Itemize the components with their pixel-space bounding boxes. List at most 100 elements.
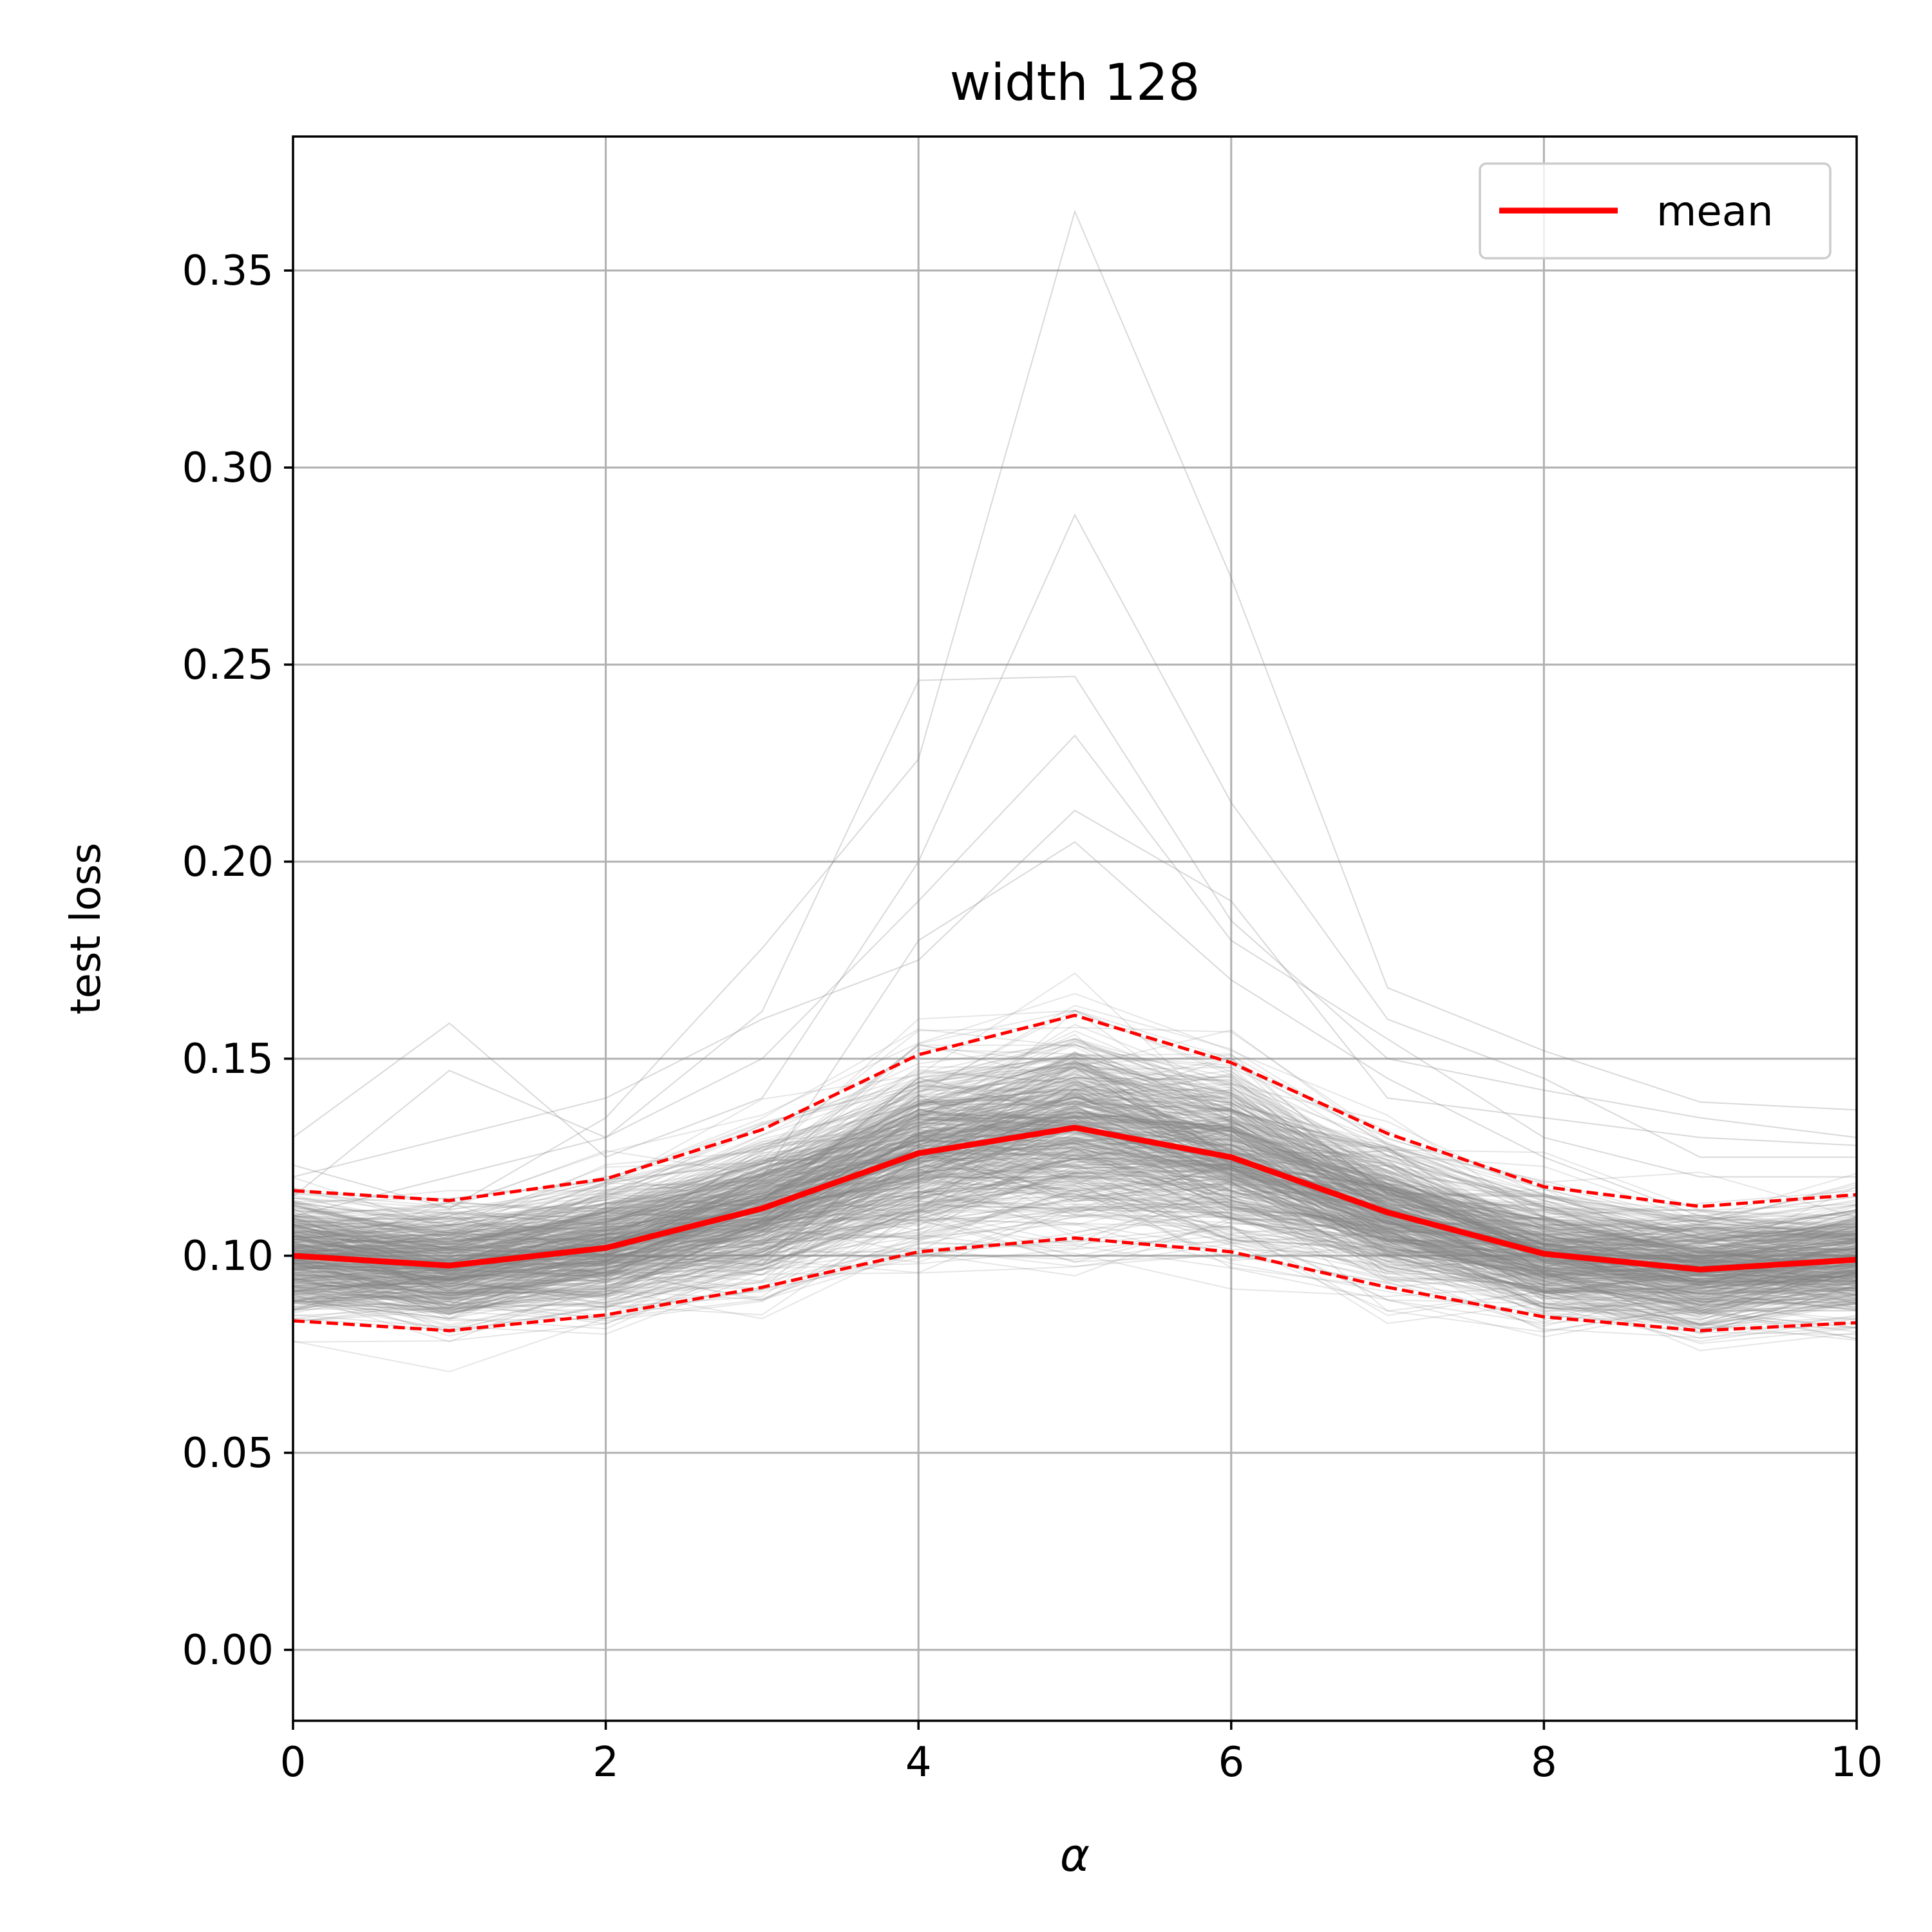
run-line xyxy=(292,1140,1857,1305)
run-line xyxy=(292,1062,1857,1247)
run-line xyxy=(292,1109,1857,1243)
run-line xyxy=(292,1088,1857,1258)
run-line xyxy=(292,1130,1857,1292)
run-line xyxy=(292,1179,1857,1309)
run-line xyxy=(292,1104,1857,1256)
run-line xyxy=(292,1043,1857,1247)
run-line xyxy=(292,1077,1857,1266)
run-line xyxy=(292,1135,1857,1283)
run-line xyxy=(292,1165,1857,1331)
run-line xyxy=(292,1112,1857,1299)
run-line xyxy=(292,1139,1857,1316)
run-line xyxy=(292,1094,1857,1275)
run-line xyxy=(292,1139,1857,1312)
run-line xyxy=(292,1121,1857,1280)
run-line xyxy=(292,1149,1857,1302)
run-line xyxy=(292,1198,1857,1321)
run-line xyxy=(292,1112,1857,1282)
run-line xyxy=(292,1117,1857,1282)
run-line xyxy=(292,1217,1857,1340)
run-line xyxy=(292,1108,1857,1257)
run-line xyxy=(292,1144,1857,1309)
run-line xyxy=(292,1140,1857,1288)
run-line xyxy=(292,1132,1857,1291)
run-line xyxy=(292,1198,1857,1300)
run-line xyxy=(292,1110,1857,1289)
run-line xyxy=(292,1200,1857,1302)
run-line-outlier xyxy=(292,209,1857,1209)
run-line xyxy=(292,1080,1857,1270)
run-line xyxy=(292,1088,1857,1274)
run-line-outlier xyxy=(292,810,1857,1178)
run-line xyxy=(292,1195,1857,1326)
run-line xyxy=(292,1064,1857,1260)
run-line xyxy=(292,1141,1857,1312)
run-line xyxy=(292,1077,1857,1268)
axis-ticks: 0 2 4 6 8 10 0.00 0.05 0.10 0.15 0.20 0.25 0.30 0.35 xyxy=(182,247,1883,1786)
run-line xyxy=(292,1055,1857,1240)
run-line xyxy=(292,1077,1857,1255)
run-line xyxy=(292,1077,1857,1260)
run-line xyxy=(292,1186,1857,1325)
run-line xyxy=(292,1095,1857,1287)
run-line xyxy=(292,1066,1857,1264)
run-line xyxy=(292,1154,1857,1332)
run-line xyxy=(292,1034,1857,1281)
run-line xyxy=(292,1129,1857,1291)
run-line xyxy=(292,1152,1857,1287)
run-line xyxy=(292,1192,1857,1295)
run-line xyxy=(292,1170,1857,1295)
run-line xyxy=(292,1209,1857,1331)
run-line xyxy=(292,1200,1857,1337)
x-tick-label: 2 xyxy=(592,1739,619,1786)
run-line xyxy=(292,1095,1857,1299)
run-line xyxy=(292,1247,1857,1332)
run-line xyxy=(292,1066,1857,1262)
run-line xyxy=(292,1114,1857,1299)
run-line xyxy=(292,1055,1857,1269)
y-tick-label: 0.10 xyxy=(182,1233,274,1280)
run-line xyxy=(292,1077,1857,1235)
run-line xyxy=(292,1085,1857,1260)
run-line xyxy=(292,1066,1857,1256)
run-line-outlier xyxy=(292,734,1857,1217)
run-line xyxy=(292,1112,1857,1276)
run-line xyxy=(292,1143,1857,1299)
run-line xyxy=(292,1159,1857,1296)
run-line xyxy=(292,1126,1857,1289)
run-line xyxy=(292,1131,1857,1271)
run-line xyxy=(292,1056,1857,1234)
run-line xyxy=(292,1133,1857,1289)
run-line xyxy=(292,1171,1857,1311)
run-line xyxy=(292,1101,1857,1255)
run-line xyxy=(292,1089,1857,1248)
run-line xyxy=(292,1103,1857,1277)
run-line xyxy=(292,1125,1857,1251)
run-line xyxy=(292,1108,1857,1275)
run-line xyxy=(292,1099,1857,1296)
run-line xyxy=(292,1187,1857,1314)
run-line xyxy=(292,1010,1857,1260)
run-line xyxy=(292,1074,1857,1255)
run-line xyxy=(292,1088,1857,1266)
run-line xyxy=(292,1157,1857,1286)
run-line xyxy=(292,1115,1857,1295)
run-line xyxy=(292,1078,1857,1276)
run-line xyxy=(292,1061,1857,1250)
run-line xyxy=(292,1074,1857,1240)
run-line xyxy=(292,1148,1857,1309)
run-line xyxy=(292,1242,1857,1335)
run-line xyxy=(292,1070,1857,1264)
run-line xyxy=(292,1222,1857,1329)
run-line xyxy=(292,1109,1857,1287)
run-line xyxy=(292,1064,1857,1244)
run-line xyxy=(292,1094,1857,1254)
run-line xyxy=(292,1066,1857,1245)
run-line xyxy=(292,1123,1857,1296)
run-line xyxy=(292,1171,1857,1303)
run-line xyxy=(292,1173,1857,1311)
run-line-outlier xyxy=(292,841,1857,1256)
run-line xyxy=(292,1041,1857,1268)
run-line xyxy=(292,1067,1857,1241)
run-line xyxy=(292,1206,1857,1302)
